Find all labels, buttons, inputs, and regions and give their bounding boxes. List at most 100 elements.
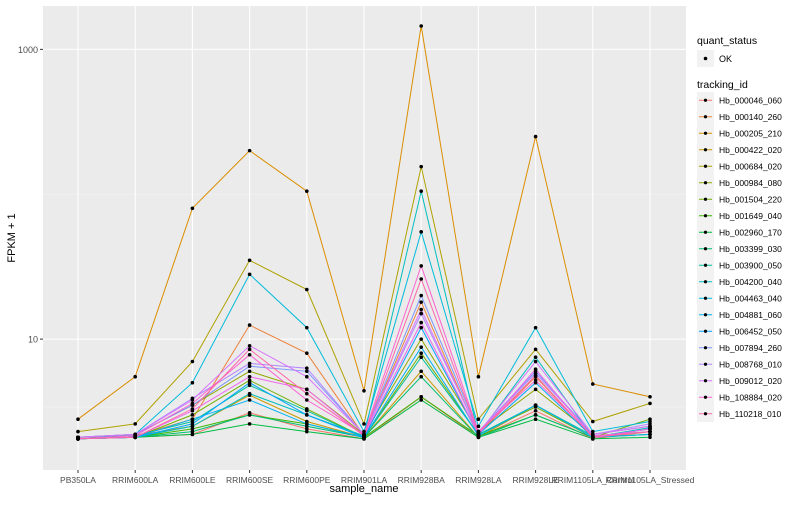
legend-label-Hb_000422_020: Hb_000422_020	[719, 145, 782, 155]
legend-key-point	[703, 296, 708, 300]
data-point	[305, 391, 309, 396]
data-point	[305, 287, 309, 292]
data-point	[247, 374, 252, 379]
data-point	[247, 364, 252, 369]
data-point	[305, 427, 309, 431]
data-point	[247, 148, 252, 153]
data-point	[305, 424, 309, 429]
legend-label-Hb_001649_040: Hb_001649_040	[719, 211, 782, 221]
data-point	[247, 272, 252, 277]
legend-key-point	[703, 148, 708, 152]
data-point	[305, 351, 309, 355]
data-point	[190, 398, 195, 402]
legend-key-point	[703, 164, 708, 168]
data-point	[419, 24, 424, 28]
legend-label-Hb_002960_170: Hb_002960_170	[719, 228, 782, 238]
data-point	[591, 419, 595, 424]
data-point	[190, 413, 195, 417]
legend-key-point	[703, 362, 708, 366]
legend-label-Hb_004200_040: Hb_004200_040	[719, 277, 782, 287]
legend-title-quant-status: quant_status	[697, 35, 757, 47]
data-point	[76, 417, 80, 422]
data-point	[648, 401, 652, 406]
x-tick-label: RRIM928LA	[455, 475, 502, 485]
data-point	[133, 422, 137, 426]
data-point	[419, 264, 424, 268]
data-point	[247, 343, 252, 348]
legend-label-Hb_008768_010: Hb_008768_010	[719, 360, 782, 370]
data-point	[190, 206, 195, 211]
data-point	[305, 369, 309, 374]
points-layer	[76, 24, 652, 441]
legend-key-point	[703, 181, 708, 185]
data-point	[133, 374, 137, 379]
data-point	[648, 394, 652, 399]
data-point	[533, 325, 538, 330]
data-point	[591, 435, 595, 440]
legend-label-Hb_009012_020: Hb_009012_020	[719, 376, 782, 386]
legend-label-Hb_000205_210: Hb_000205_210	[719, 129, 782, 139]
data-point	[247, 398, 252, 402]
data-point	[305, 366, 309, 370]
data-point	[190, 424, 195, 429]
data-point	[476, 424, 481, 429]
data-point	[419, 355, 424, 360]
legend-title-tracking-id: tracking_id	[697, 79, 748, 91]
legend-key-point	[703, 131, 708, 135]
data-point	[648, 424, 652, 429]
legend-key-point	[703, 56, 708, 61]
legend-key-point	[703, 214, 708, 218]
data-point	[648, 422, 652, 426]
data-point	[533, 403, 538, 407]
data-point	[591, 382, 595, 386]
data-point	[76, 437, 80, 441]
legend-label-Hb_004463_040: Hb_004463_040	[719, 294, 782, 304]
legend-key-point	[703, 329, 708, 333]
data-point	[362, 434, 366, 438]
data-point	[190, 422, 195, 426]
x-tick-label: RRIM1105LA_Stressed	[606, 475, 695, 485]
data-point	[419, 345, 424, 349]
legend-label-Hb_003900_050: Hb_003900_050	[719, 261, 782, 271]
data-point	[419, 311, 424, 316]
data-point	[247, 380, 252, 385]
x-tick-label: RRIM928LE	[512, 475, 559, 485]
x-tick-label: RRIM600LA	[112, 475, 159, 485]
legend-key-point	[703, 230, 708, 234]
data-point	[247, 391, 252, 396]
data-point	[190, 407, 195, 411]
y-tick-label: 10	[28, 335, 38, 345]
data-point	[305, 398, 309, 402]
x-tick-label: PB350LA	[60, 475, 96, 485]
data-point	[190, 429, 195, 434]
data-point	[362, 429, 366, 434]
legend-label-Hb_007894_260: Hb_007894_260	[719, 343, 782, 353]
x-tick-label: RRIM600LE	[169, 475, 216, 485]
data-point	[591, 429, 595, 434]
data-point	[305, 422, 309, 426]
data-point	[419, 374, 424, 379]
data-point	[190, 401, 195, 406]
data-point	[305, 325, 309, 330]
legend-key-point	[703, 379, 708, 383]
x-tick-label: RRIM901LA	[341, 475, 388, 485]
data-point	[419, 189, 424, 193]
legend-label-Hb_003399_030: Hb_003399_030	[719, 244, 782, 254]
data-point	[362, 388, 366, 393]
legend-label-Hb_108884_020: Hb_108884_020	[719, 393, 782, 403]
data-point	[648, 435, 652, 440]
data-point	[247, 378, 252, 383]
data-point	[419, 351, 424, 355]
x-axis-title: sample_name	[329, 483, 398, 495]
data-point	[305, 374, 309, 379]
legend-key-point	[703, 263, 708, 267]
x-tick-label: RRIM600SE	[226, 475, 274, 485]
legend-key-point	[703, 280, 708, 284]
data-point	[247, 369, 252, 374]
data-point	[533, 373, 538, 378]
data-point	[247, 352, 252, 357]
data-point	[419, 164, 424, 169]
data-point	[533, 359, 538, 364]
